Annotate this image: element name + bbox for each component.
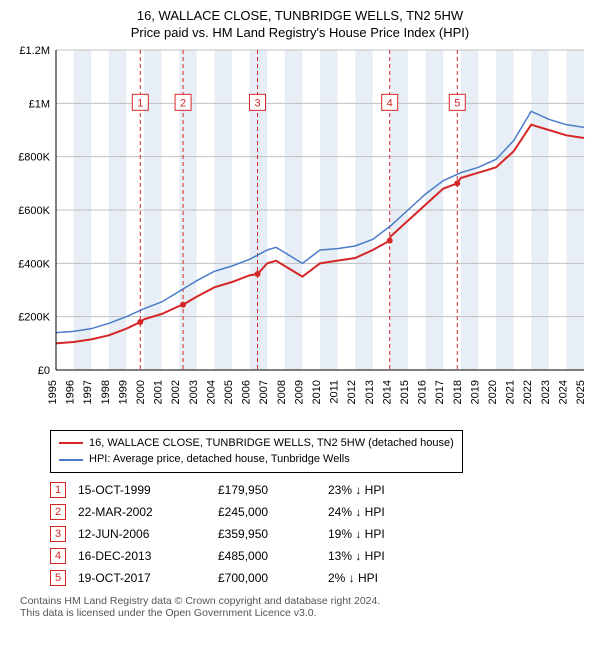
svg-text:2023: 2023 bbox=[540, 380, 552, 404]
svg-text:2012: 2012 bbox=[346, 380, 358, 404]
svg-text:2011: 2011 bbox=[329, 380, 341, 404]
svg-text:£800K: £800K bbox=[18, 152, 50, 164]
svg-text:2: 2 bbox=[180, 97, 186, 109]
svg-text:2013: 2013 bbox=[364, 380, 376, 404]
svg-text:£1.2M: £1.2M bbox=[19, 45, 50, 57]
svg-text:£1M: £1M bbox=[29, 98, 50, 110]
footer-line2: This data is licensed under the Open Gov… bbox=[20, 607, 580, 620]
svg-text:3: 3 bbox=[254, 97, 260, 109]
svg-text:2005: 2005 bbox=[223, 380, 235, 404]
event-row: 4 16-DEC-2013£485,00013% ↓ HPI bbox=[50, 545, 580, 567]
event-marker-badge: 4 bbox=[50, 548, 66, 564]
event-marker-badge: 1 bbox=[50, 482, 66, 498]
svg-text:5: 5 bbox=[454, 97, 460, 109]
svg-text:£200K: £200K bbox=[18, 312, 50, 324]
chart-plot: £0 £200K £400K £600K £800K £1M £1.2M 1995 1996 19… bbox=[10, 44, 590, 424]
event-price: £179,950 bbox=[218, 483, 328, 497]
svg-text:1996: 1996 bbox=[65, 380, 77, 404]
footer-copyright: Contains HM Land Registry data © Crown c… bbox=[20, 595, 580, 620]
svg-text:2006: 2006 bbox=[241, 380, 253, 404]
svg-text:2017: 2017 bbox=[434, 380, 446, 404]
svg-text:2001: 2001 bbox=[153, 380, 165, 404]
event-date: 19-OCT-2017 bbox=[78, 571, 218, 585]
svg-text:2018: 2018 bbox=[452, 380, 464, 404]
svg-text:2025: 2025 bbox=[575, 380, 587, 404]
footer-line1: Contains HM Land Registry data © Crown c… bbox=[20, 595, 580, 608]
event-price: £700,000 bbox=[218, 571, 328, 585]
event-delta: 13% ↓ HPI bbox=[328, 549, 448, 563]
svg-text:2008: 2008 bbox=[276, 380, 288, 404]
legend-item: 16, WALLACE CLOSE, TUNBRIDGE WELLS, TN2 … bbox=[59, 435, 454, 452]
legend-label: HPI: Average price, detached house, Tunb… bbox=[89, 451, 350, 468]
legend-swatch bbox=[59, 442, 83, 444]
svg-text:2014: 2014 bbox=[381, 380, 393, 404]
svg-text:1: 1 bbox=[137, 97, 143, 109]
event-row: 1 15-OCT-1999£179,95023% ↓ HPI bbox=[50, 479, 580, 501]
event-delta: 19% ↓ HPI bbox=[328, 527, 448, 541]
legend-swatch bbox=[59, 459, 83, 461]
event-marker-badge: 3 bbox=[50, 526, 66, 542]
svg-text:£0: £0 bbox=[38, 365, 50, 377]
chart-title-line2: Price paid vs. HM Land Registry's House … bbox=[10, 25, 590, 40]
chart-title-line1: 16, WALLACE CLOSE, TUNBRIDGE WELLS, TN2 … bbox=[10, 8, 590, 25]
svg-text:1997: 1997 bbox=[82, 380, 94, 404]
event-date: 15-OCT-1999 bbox=[78, 483, 218, 497]
svg-text:2007: 2007 bbox=[258, 380, 270, 404]
svg-text:£400K: £400K bbox=[18, 258, 50, 270]
svg-text:2010: 2010 bbox=[311, 380, 323, 404]
event-delta: 23% ↓ HPI bbox=[328, 483, 448, 497]
svg-text:2020: 2020 bbox=[487, 380, 499, 404]
svg-text:2016: 2016 bbox=[417, 380, 429, 404]
legend-label: 16, WALLACE CLOSE, TUNBRIDGE WELLS, TN2 … bbox=[89, 435, 454, 452]
event-marker-badge: 5 bbox=[50, 570, 66, 586]
event-row: 3 12-JUN-2006£359,95019% ↓ HPI bbox=[50, 523, 580, 545]
svg-text:2003: 2003 bbox=[188, 380, 200, 404]
event-row: 5 19-OCT-2017£700,0002% ↓ HPI bbox=[50, 567, 580, 589]
svg-text:2004: 2004 bbox=[205, 380, 217, 404]
events-table: 1 15-OCT-1999£179,95023% ↓ HPI 2 22-MAR-200… bbox=[50, 479, 580, 589]
svg-text:2022: 2022 bbox=[522, 380, 534, 404]
svg-text:2015: 2015 bbox=[399, 380, 411, 404]
svg-text:1998: 1998 bbox=[100, 380, 112, 404]
svg-text:£600K: £600K bbox=[18, 205, 50, 217]
svg-text:2009: 2009 bbox=[293, 380, 305, 404]
event-row: 2 22-MAR-2002£245,00024% ↓ HPI bbox=[50, 501, 580, 523]
event-delta: 2% ↓ HPI bbox=[328, 571, 448, 585]
svg-text:1995: 1995 bbox=[47, 380, 59, 404]
event-date: 22-MAR-2002 bbox=[78, 505, 218, 519]
svg-text:4: 4 bbox=[387, 97, 393, 109]
event-marker-badge: 2 bbox=[50, 504, 66, 520]
svg-text:2021: 2021 bbox=[505, 380, 517, 404]
event-price: £359,950 bbox=[218, 527, 328, 541]
event-date: 12-JUN-2006 bbox=[78, 527, 218, 541]
svg-text:2002: 2002 bbox=[170, 380, 182, 404]
svg-text:1999: 1999 bbox=[117, 380, 129, 404]
event-price: £245,000 bbox=[218, 505, 328, 519]
event-date: 16-DEC-2013 bbox=[78, 549, 218, 563]
legend-box: 16, WALLACE CLOSE, TUNBRIDGE WELLS, TN2 … bbox=[50, 430, 463, 473]
event-delta: 24% ↓ HPI bbox=[328, 505, 448, 519]
svg-text:2000: 2000 bbox=[135, 380, 147, 404]
svg-text:2024: 2024 bbox=[557, 380, 569, 404]
svg-text:2019: 2019 bbox=[469, 380, 481, 404]
event-price: £485,000 bbox=[218, 549, 328, 563]
legend-item: HPI: Average price, detached house, Tunb… bbox=[59, 451, 454, 468]
